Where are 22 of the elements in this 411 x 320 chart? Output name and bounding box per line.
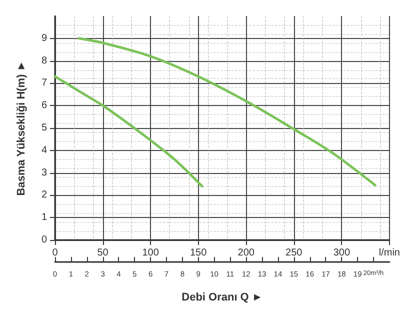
x-tick-label: l/min: [378, 248, 400, 258]
y-axis-title: Basma Yüksekliği H(m) ►: [16, 60, 28, 196]
y-tick-label: 1: [41, 212, 48, 224]
x-tick-label: 150: [190, 248, 208, 258]
x-tick-label: 0: [52, 248, 58, 258]
y-tick-label: 7: [41, 78, 48, 89]
y-tick-label: 8: [41, 55, 48, 66]
y-tick-label: 9: [41, 32, 48, 44]
x-tick-label: 100: [142, 248, 160, 258]
y-tick-label: 0: [41, 234, 48, 246]
x-tick-label: 200: [238, 248, 255, 258]
y-tick-label: 5: [41, 122, 48, 134]
line-series: [54, 75, 204, 188]
y-tick-label: 2: [41, 190, 48, 201]
x-tick-label: 300: [333, 248, 350, 258]
line-series: [78, 37, 376, 186]
x-tick-label: 250: [286, 248, 303, 258]
y-tick-label: 3: [41, 167, 48, 178]
x-axis-title: Debi Oranı Q ►: [182, 292, 263, 304]
y-tick-label: 6: [41, 100, 48, 112]
x-tick-label: 50: [97, 248, 109, 258]
y-tick-label: 4: [41, 144, 48, 156]
